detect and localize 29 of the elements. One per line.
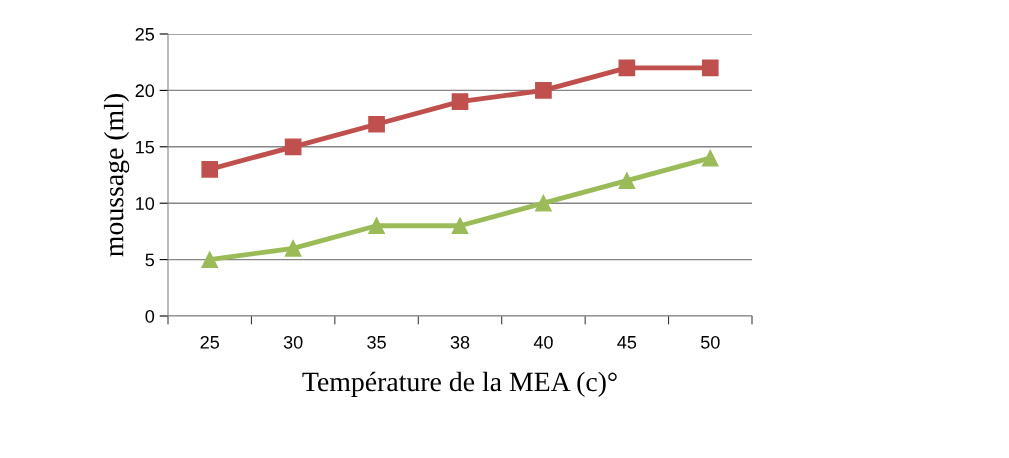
x-tick-label: 38 (450, 335, 470, 349)
point (201, 161, 219, 178)
point (701, 149, 719, 167)
y-tick-label: 20 (135, 84, 155, 98)
x-tick-label: 40 (533, 335, 553, 349)
x-tick-label: 50 (700, 335, 720, 349)
point (701, 59, 719, 77)
y-tick-label: 15 (136, 140, 155, 154)
y-tick-label: 5 (145, 253, 155, 267)
x-tick-label: 25 (200, 335, 219, 349)
point (535, 82, 552, 99)
x-tick-label: 30 (283, 335, 303, 349)
y-tick-label: 0 (145, 309, 155, 323)
y-tick-label: 10 (136, 197, 155, 210)
point (284, 138, 302, 156)
point (618, 59, 636, 77)
x-axis-title: Température de la MEA (c)° (302, 371, 617, 397)
point (535, 194, 552, 212)
x-tick-label: 35 (367, 335, 386, 349)
y-tick-label: 25 (135, 27, 155, 41)
point (201, 251, 219, 268)
point (451, 93, 469, 111)
point (284, 239, 302, 257)
point (368, 115, 385, 133)
point (451, 217, 469, 235)
point (368, 217, 385, 235)
x-tick-label: 45 (617, 336, 637, 349)
y-axis-title: moussage (ml) (103, 94, 130, 257)
point (618, 172, 636, 189)
